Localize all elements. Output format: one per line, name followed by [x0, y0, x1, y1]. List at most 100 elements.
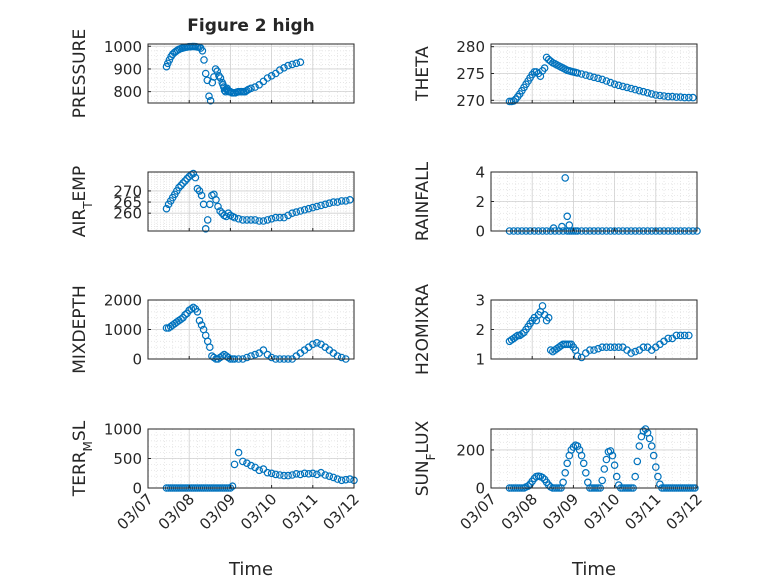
x-tick-label: 03/11 — [621, 490, 664, 533]
data-point — [329, 198, 338, 206]
data-point — [610, 80, 619, 89]
data-point — [321, 471, 330, 479]
data-point — [259, 346, 268, 354]
data-point — [251, 350, 259, 359]
data-point — [263, 468, 272, 477]
y-tick-label: 1000 — [104, 421, 142, 439]
data-point — [558, 222, 566, 231]
data-point — [239, 457, 247, 466]
data-point — [275, 66, 284, 74]
data-point — [346, 196, 354, 204]
data-point — [509, 97, 518, 105]
data-point — [639, 427, 648, 435]
data-point — [651, 91, 660, 99]
data-point — [329, 473, 338, 482]
data-point — [183, 174, 191, 183]
x-tick-label: 03/09 — [539, 490, 582, 533]
data-point — [676, 331, 685, 340]
data-point — [337, 197, 346, 205]
x-axis-label-left: Time — [228, 559, 273, 580]
data-point — [247, 461, 255, 470]
y-tick-label: 1 — [475, 351, 485, 369]
data-point — [590, 346, 598, 354]
data-point — [275, 471, 284, 479]
data-point — [271, 213, 280, 222]
data-point — [317, 468, 325, 477]
data-point — [346, 475, 354, 483]
data-point — [284, 211, 292, 220]
data-point — [577, 451, 586, 460]
y-axis-label: SUNFLUX — [413, 420, 438, 496]
data-point — [162, 62, 171, 71]
data-point — [586, 346, 594, 354]
subplot-mixdepth: 0 1000 2000 MIXDEPTH — [70, 285, 355, 374]
data-point — [672, 331, 681, 340]
data-point — [614, 81, 623, 90]
data-point — [631, 85, 640, 94]
y-tick-label: 1000 — [104, 38, 142, 56]
data-point — [602, 343, 611, 352]
data-point — [193, 307, 202, 316]
data-point — [561, 174, 570, 182]
data-point — [635, 86, 644, 95]
data-point — [230, 460, 239, 469]
data-point — [292, 59, 301, 68]
data-point — [672, 93, 681, 101]
data-point — [195, 316, 204, 325]
data-point — [284, 61, 292, 70]
data-point — [321, 200, 330, 209]
y-tick-label: 500 — [113, 450, 142, 468]
data-point — [623, 83, 631, 92]
data-point — [212, 196, 220, 204]
plot-area — [491, 429, 697, 488]
data-point — [181, 177, 189, 185]
data-point — [325, 472, 334, 481]
data-point — [618, 82, 627, 91]
data-point — [325, 199, 334, 208]
data-point — [680, 93, 689, 102]
data-point — [179, 179, 187, 187]
data-point — [308, 203, 317, 212]
y-axis-label: PRESSURE — [70, 29, 90, 118]
y-tick-label: 1000 — [104, 321, 142, 339]
subplot-terr-msl: 0500100003/0703/0803/0903/1003/1103/12TE… — [70, 420, 363, 533]
data-point — [569, 443, 578, 451]
y-axis-label: H2OMIXRA — [413, 284, 433, 375]
data-point — [594, 344, 602, 353]
data-point — [296, 470, 305, 479]
subplot-pressure: 800 900 1000 PRESSURE — [70, 29, 355, 118]
data-point — [200, 56, 208, 64]
data-point — [586, 72, 594, 81]
y-tick-label: 2 — [475, 321, 485, 339]
data-point — [606, 447, 615, 455]
data-point — [635, 442, 644, 450]
subplot-theta: 270 275 280 THETA — [413, 38, 698, 110]
data-point — [267, 72, 276, 80]
data-point — [181, 310, 189, 319]
data-point — [563, 212, 572, 221]
data-point — [215, 72, 223, 80]
data-point — [201, 69, 210, 78]
data-point — [228, 482, 237, 491]
data-point — [195, 187, 204, 195]
axes-box — [490, 428, 698, 489]
data-point — [251, 83, 259, 91]
data-point — [610, 461, 619, 470]
data-point — [284, 471, 292, 480]
data-point — [559, 478, 567, 487]
data-point — [590, 73, 598, 82]
data-point — [177, 315, 185, 324]
x-tick-label: 03/10 — [580, 490, 623, 533]
y-tick-label: 200 — [456, 441, 485, 459]
data-point — [247, 84, 255, 93]
data-point — [213, 67, 222, 76]
data-point — [680, 331, 689, 340]
data-point — [189, 169, 198, 178]
data-point — [280, 64, 288, 72]
data-point — [684, 93, 693, 102]
data-point — [177, 181, 185, 190]
y-axis-label: AIRTEMP — [70, 166, 95, 237]
y-axis-label: MIXDEPTH — [70, 285, 90, 374]
data-point — [538, 302, 547, 310]
